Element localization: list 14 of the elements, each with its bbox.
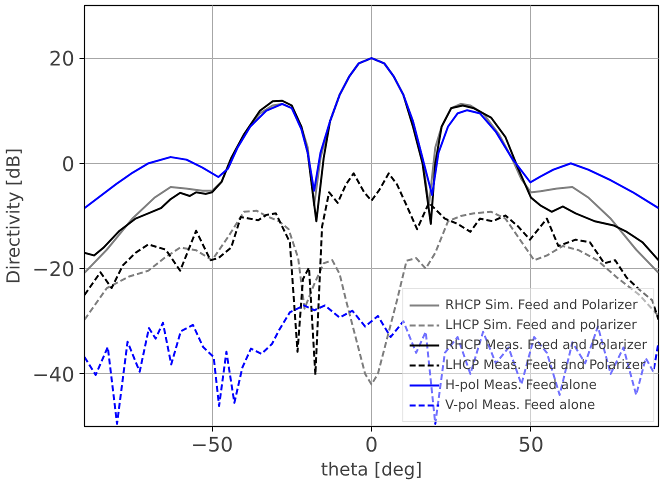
x-axis-title: theta [deg] [320,460,422,480]
y-axis-title: Directivity [dB] [3,148,24,284]
x-tick-label: 50 [518,432,544,456]
legend-label: V-pol Meas. Feed alone [445,396,596,414]
legend-label: LHCP Sim. Feed and polarizer [445,316,637,334]
y-tick-label: −40 [32,362,75,386]
x-tick-label: −50 [190,432,234,456]
x-tick-label: 0 [365,432,378,456]
y-tick-label: −20 [32,257,75,282]
legend-label: H-pol Meas. Feed alone [445,376,597,394]
legend-label: RHCP Sim. Feed and Polarizer [445,296,638,314]
y-tick-label: 20 [49,46,75,71]
y-tick-label: 0 [62,152,75,176]
line-series [84,57,658,210]
